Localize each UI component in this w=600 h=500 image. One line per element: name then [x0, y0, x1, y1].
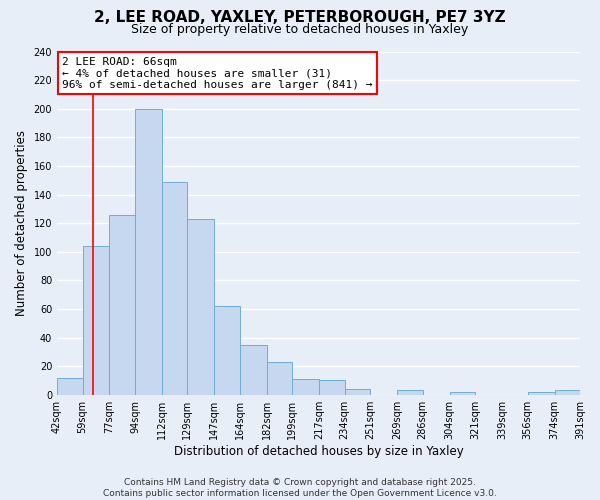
Bar [345, 389, 370, 394]
Bar [214, 306, 240, 394]
Bar [449, 392, 475, 394]
Y-axis label: Number of detached properties: Number of detached properties [15, 130, 28, 316]
Bar [397, 390, 422, 394]
Bar [554, 390, 580, 394]
Bar [109, 214, 135, 394]
Bar [527, 392, 554, 394]
Bar [319, 380, 345, 394]
Text: 2, LEE ROAD, YAXLEY, PETERBOROUGH, PE7 3YZ: 2, LEE ROAD, YAXLEY, PETERBOROUGH, PE7 3… [94, 10, 506, 25]
Text: Contains HM Land Registry data © Crown copyright and database right 2025.
Contai: Contains HM Land Registry data © Crown c… [103, 478, 497, 498]
Text: 2 LEE ROAD: 66sqm
← 4% of detached houses are smaller (31)
96% of semi-detached : 2 LEE ROAD: 66sqm ← 4% of detached house… [62, 56, 373, 90]
X-axis label: Distribution of detached houses by size in Yaxley: Distribution of detached houses by size … [173, 444, 463, 458]
Text: Size of property relative to detached houses in Yaxley: Size of property relative to detached ho… [131, 22, 469, 36]
Bar [267, 362, 292, 394]
Bar [57, 378, 83, 394]
Bar [162, 182, 187, 394]
Bar [187, 219, 214, 394]
Bar [135, 108, 162, 395]
Bar [83, 246, 109, 394]
Bar [292, 379, 319, 394]
Bar [240, 344, 267, 395]
